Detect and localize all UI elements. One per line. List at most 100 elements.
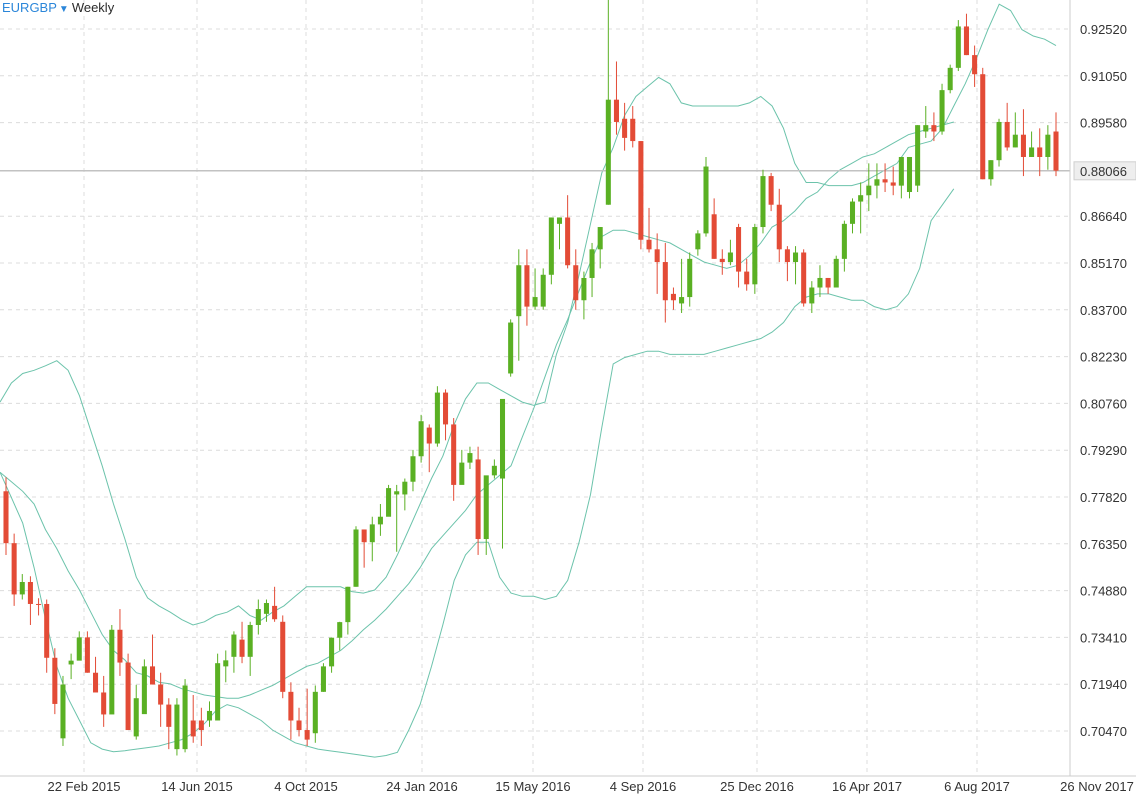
candle (955, 20, 961, 72)
candle (36, 598, 42, 616)
candle-body (809, 287, 815, 304)
candle-body (109, 629, 115, 715)
candle (793, 246, 799, 285)
candle (882, 163, 888, 193)
candle (402, 478, 408, 511)
candle (337, 621, 343, 651)
x-tick-label: 4 Sep 2016 (610, 779, 677, 794)
candle-body (556, 217, 563, 224)
candle-body (312, 691, 318, 734)
candle (52, 648, 58, 715)
candle-body (589, 249, 595, 278)
current-price-label: 0.88066 (1080, 164, 1127, 179)
candle (394, 484, 400, 552)
candle-body (1029, 147, 1035, 157)
candle (565, 195, 571, 269)
candle-body (272, 605, 278, 620)
timeframe-label[interactable]: Weekly (71, 0, 115, 15)
candle (613, 61, 619, 135)
candle (426, 424, 432, 473)
candle-body (263, 603, 269, 614)
candle-body (288, 691, 294, 721)
candle (874, 163, 880, 199)
candle (272, 586, 278, 622)
candle (1029, 131, 1035, 157)
candle (833, 255, 839, 288)
candle-body (76, 637, 82, 661)
candle-body (451, 424, 457, 485)
y-tick-label: 0.77820 (1080, 490, 1127, 505)
candle (386, 484, 392, 517)
candle (809, 281, 815, 313)
candle (133, 684, 139, 740)
candle (141, 659, 147, 715)
candle (947, 64, 953, 94)
candle-body (158, 684, 164, 705)
candle (573, 249, 579, 310)
symbol-name[interactable]: EURGBP (2, 0, 57, 15)
candle-body (898, 156, 904, 186)
candle-body (540, 274, 546, 307)
candle (939, 83, 945, 135)
candle (784, 246, 790, 282)
candle-body (988, 160, 994, 180)
candle (548, 217, 554, 285)
candle-body (93, 672, 99, 693)
candle-body (573, 265, 579, 301)
candle-body (337, 622, 343, 638)
candle (206, 701, 213, 727)
candle-body (443, 392, 449, 425)
candle (597, 227, 603, 269)
candle-body (1037, 147, 1043, 157)
x-tick-label: 15 May 2016 (495, 779, 570, 794)
candle-body (695, 233, 701, 250)
candle-body (255, 609, 261, 625)
candle (711, 198, 717, 259)
y-tick-label: 0.86640 (1080, 209, 1127, 224)
candle-body (687, 258, 693, 298)
candle (923, 106, 929, 138)
candle-body (149, 666, 156, 685)
candle-body (11, 543, 17, 595)
bollinger-upper-band (0, 3, 1057, 626)
candle-body (304, 730, 310, 740)
candle (499, 398, 506, 549)
candle (695, 230, 701, 256)
candle (483, 475, 489, 555)
candle-body (841, 223, 847, 259)
candle-body (345, 586, 351, 623)
y-tick-label: 0.82230 (1080, 350, 1127, 365)
candle (703, 156, 709, 237)
candle-body (418, 421, 424, 457)
candle-body (426, 427, 432, 444)
candle-body (980, 74, 986, 180)
candle-body (670, 293, 676, 301)
candle (776, 188, 782, 263)
candle-body (906, 156, 913, 193)
candle (996, 118, 1002, 167)
candle (638, 141, 644, 250)
candle (345, 586, 351, 635)
x-tick-label: 16 Apr 2017 (832, 779, 902, 794)
candle-body (703, 166, 709, 234)
caret-down-icon[interactable]: ▼ (58, 4, 69, 15)
candle (434, 386, 440, 447)
candle-body (516, 265, 522, 317)
candle-body (467, 453, 473, 463)
candle (296, 707, 302, 737)
candle (890, 166, 896, 196)
candle-body (206, 710, 213, 721)
candle-body (410, 456, 416, 482)
candle-body (760, 176, 766, 228)
candle-body (394, 491, 400, 495)
candle-body (996, 121, 1002, 161)
gridlines (0, 0, 1070, 776)
candle (622, 102, 628, 151)
candle-body (605, 99, 611, 205)
candle (418, 414, 424, 463)
candle (190, 695, 196, 743)
y-tick-label: 0.92520 (1080, 22, 1127, 37)
candle (646, 207, 652, 253)
